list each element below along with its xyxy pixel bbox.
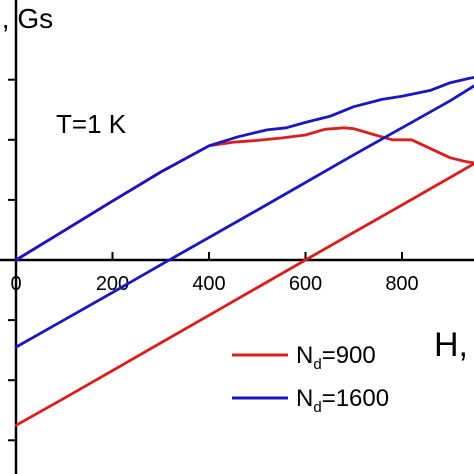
x-tick-label: 600 xyxy=(289,273,322,295)
series-layer xyxy=(14,76,474,427)
y-axis-label: I, Gs xyxy=(0,3,53,34)
series-line-nd1600-branch-2 xyxy=(14,84,474,349)
x-tick-label: 0 xyxy=(10,273,21,295)
temperature-annotation: T=1 K xyxy=(56,109,127,139)
x-axis-label: H, xyxy=(434,326,468,364)
x-tick-labels: 0 200 400 600 800 xyxy=(10,273,418,295)
legend-label-nd900: Nd=900 xyxy=(296,342,376,373)
x-tick-label: 400 xyxy=(192,273,225,295)
legend: Nd=900 Nd=1600 xyxy=(232,342,389,416)
legend-label-nd1600: Nd=1600 xyxy=(296,385,389,416)
series-line-nd900-branch-2 xyxy=(14,162,474,427)
series-line-nd1600-branch-1 xyxy=(14,76,474,262)
x-tick-label: 200 xyxy=(96,273,129,295)
x-tick-label: 800 xyxy=(385,273,418,295)
series-line-nd900-branch-1 xyxy=(14,126,474,262)
